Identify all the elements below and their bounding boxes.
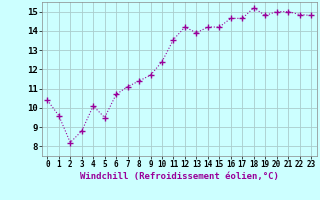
X-axis label: Windchill (Refroidissement éolien,°C): Windchill (Refroidissement éolien,°C) <box>80 172 279 181</box>
